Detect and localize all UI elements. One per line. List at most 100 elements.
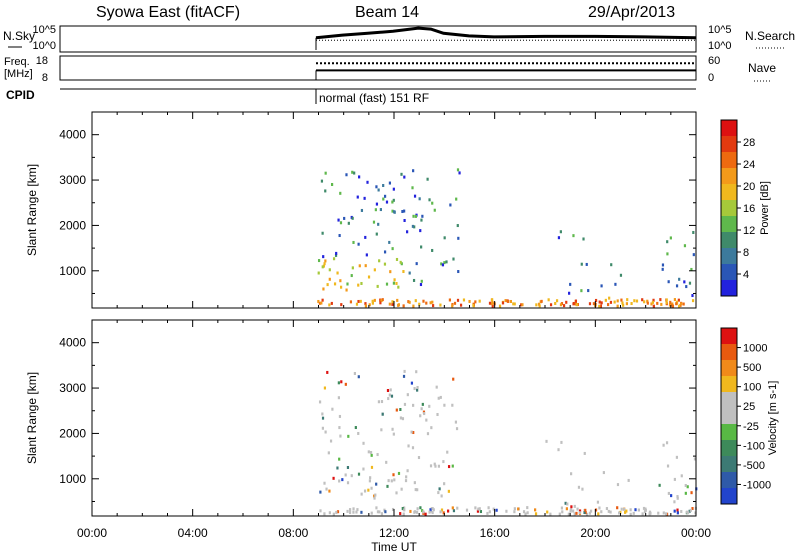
heatmap-cell [411,446,415,450]
heatmap-cell [377,400,381,404]
heatmap-cell [676,496,679,500]
heatmap-cell [321,298,324,302]
heatmap-cell [625,302,629,306]
heatmap-cell [572,234,575,238]
heatmap-cell [604,298,607,302]
heatmap-cell [321,412,324,416]
heatmap-cell [401,210,404,214]
heatmap-cell [360,281,363,285]
heatmap-cell [351,216,354,220]
heatmap-cell [379,298,382,302]
heatmap-cell [564,501,567,505]
heatmap-cell [680,509,683,513]
heatmap-cell [321,231,324,235]
heatmap-cell [332,512,335,516]
heatmap-cell [322,287,325,291]
heatmap-cell [382,197,385,201]
heatmap-cell [451,464,454,468]
heatmap-cell [420,279,423,283]
heatmap-cell [371,301,374,305]
heatmap-cell [491,304,494,308]
heatmap-cell [407,444,410,448]
heatmap-cell [671,302,674,306]
heatmap-cell [332,257,336,261]
heatmap-cell [572,509,575,513]
y-tick-label: 4000 [59,336,86,350]
heatmap-cell [627,478,630,482]
velocity-ylabel: Slant Range [km] [25,372,39,464]
colorbar-segment [721,216,737,233]
heatmap-cell [384,510,387,514]
heatmap-cell [443,261,446,265]
heatmap-cell [566,502,569,506]
power-axes: 1000 2000 3000 4000 [59,112,697,308]
heatmap-cell [587,289,590,293]
heatmap-cell [391,427,394,431]
heatmap-cell [513,302,516,306]
freq-label-line1: Freq. [4,56,30,68]
heatmap-cell [589,509,593,513]
heatmap-cell [675,284,679,288]
heatmap-cell [399,416,403,420]
heatmap-cell [338,414,342,418]
heatmap-cell [397,303,400,307]
heatmap-cell [340,380,343,384]
heatmap-cell [447,465,451,469]
heatmap-cell [420,245,423,249]
heatmap-cell [419,506,422,510]
beam-label: Beam 14 [355,4,419,21]
heatmap-cell [440,494,443,498]
heatmap-cell [375,482,378,486]
nave-label: Nave [748,61,776,75]
heatmap-cell [524,512,527,516]
heatmap-cell [561,510,564,514]
heatmap-cell [401,506,404,510]
heatmap-cell [388,240,391,244]
heatmap-cell [610,263,613,267]
heatmap-cell [658,483,661,487]
heatmap-cell [599,304,602,308]
heatmap-cell [465,508,469,512]
heatmap-cell [351,170,354,174]
freq-lines [315,62,696,80]
heatmap-cell [526,511,529,515]
heatmap-cell [445,260,448,264]
heatmap-cell [443,482,446,486]
heatmap-cell [358,264,361,268]
heatmap-cell [600,284,603,288]
heatmap-cell [429,508,432,512]
heatmap-cell [457,270,460,274]
noise-panel-frame [59,25,697,53]
heatmap-cell [637,508,641,512]
heatmap-cell [669,300,672,304]
heatmap-cell [557,448,560,452]
heatmap-cell [678,304,681,308]
colorbar-segment [721,136,737,153]
heatmap-cell [576,507,579,511]
heatmap-cell [438,487,441,491]
heatmap-cell [420,407,423,411]
heatmap-cell [457,236,460,240]
heatmap-cell [364,302,367,306]
heatmap-cell [337,218,340,222]
heatmap-cell [666,240,669,244]
heatmap-cell [504,299,507,303]
heatmap-cell [341,478,344,482]
heatmap-cell [665,298,668,302]
heatmap-cell [641,298,644,302]
colorbar-segment [721,424,737,441]
heatmap-cell [381,298,384,302]
heatmap-cell [374,208,377,212]
heatmap-cell [383,250,387,254]
heatmap-cell [431,300,434,304]
heatmap-cell [682,302,685,306]
heatmap-cell [692,230,695,234]
heatmap-cell [673,500,676,504]
heatmap-cell [666,464,670,468]
heatmap-cell [633,299,636,303]
heatmap-cell [634,508,637,512]
heatmap-cell [416,388,419,392]
heatmap-cell [545,439,548,443]
heatmap-cell [364,264,367,268]
heatmap-cell [357,242,360,246]
